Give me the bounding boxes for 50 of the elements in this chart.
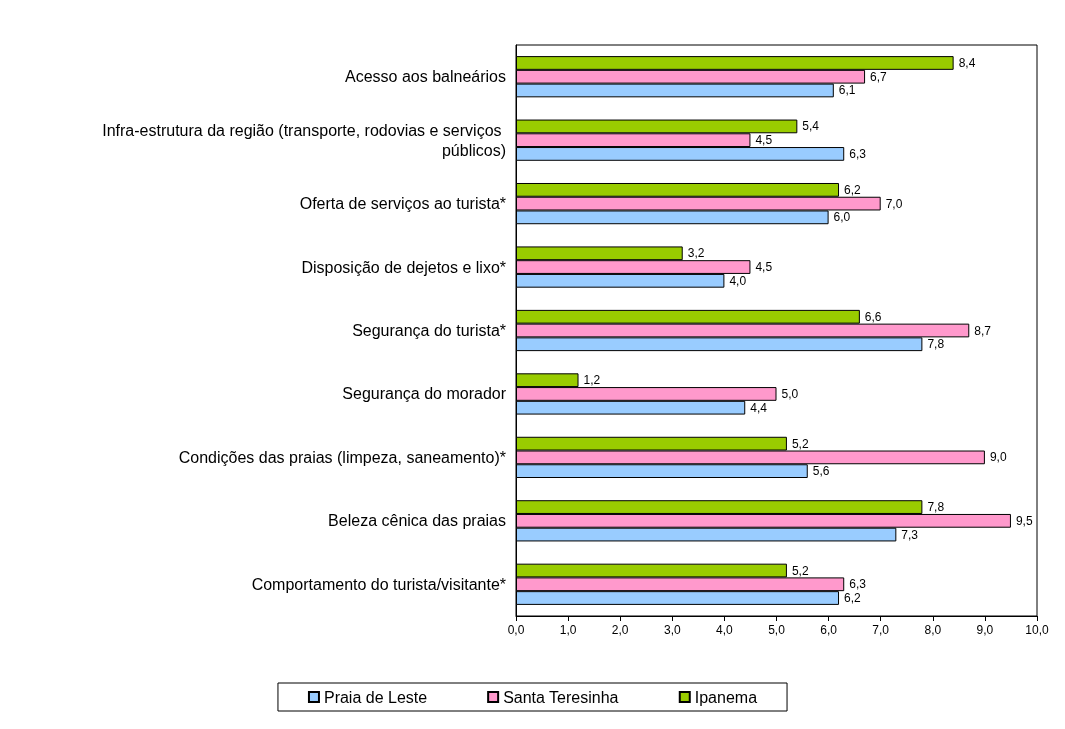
legend-label: Ipanema	[694, 688, 758, 706]
data-label: 6,3	[849, 577, 867, 592]
data-label: 6,2	[844, 182, 862, 197]
x-tick-label: 7,0	[872, 623, 890, 637]
x-tick-label: 9,0	[976, 623, 994, 637]
x-tick-label: 1,0	[559, 623, 577, 637]
data-label: 3,2	[687, 246, 705, 261]
data-label: 7,8	[927, 337, 945, 352]
data-label: 6,1	[838, 83, 856, 98]
legend-label: Santa Teresinha	[503, 688, 619, 706]
data-label: 5,6	[812, 464, 830, 479]
x-tick-label: 2,0	[611, 623, 629, 637]
y-tick-label: Segurança do morador	[342, 385, 507, 403]
data-label: 9,0	[989, 450, 1007, 465]
x-tick-label: 10,0	[1025, 623, 1049, 637]
data-label: 4,5	[755, 133, 773, 148]
data-label: 6,6	[864, 309, 882, 324]
data-label: 4,0	[729, 273, 747, 288]
data-label: 7,3	[901, 527, 919, 542]
data-label: 8,7	[974, 323, 992, 338]
data-label: 1,2	[583, 373, 601, 388]
y-tick-label: Infra-estrutura da região (transporte, rodovias e serviços públicos)	[102, 121, 506, 159]
data-label: 6,3	[849, 146, 867, 161]
x-tick-label: 0,0	[507, 623, 525, 637]
x-tick-label: 3,0	[663, 623, 681, 637]
data-label: 6,0	[833, 210, 851, 225]
legend-label: Praia de Leste	[323, 688, 428, 706]
y-tick-label: Oferta de serviços ao turista*	[299, 195, 506, 213]
data-label: 8,4	[958, 55, 976, 70]
data-label: 5,4	[802, 119, 820, 134]
x-tick-label: 8,0	[924, 623, 942, 637]
x-tick-label: 4,0	[716, 623, 734, 637]
y-tick-label: Segurança do turista*	[352, 322, 506, 339]
y-tick-label: Acesso aos balneários	[345, 68, 506, 86]
data-label: 4,5	[755, 260, 773, 275]
y-tick-label: Comportamento do turista/visitante*	[251, 575, 506, 593]
data-label: 5,2	[791, 563, 809, 578]
data-label: 5,2	[791, 436, 809, 451]
data-label: 5,0	[781, 386, 799, 401]
y-tick-label: Disposição de dejetos e lixo*	[301, 258, 506, 276]
x-tick-label: 6,0	[820, 623, 838, 637]
data-label: 9,5	[1015, 513, 1033, 528]
data-label: 6,7	[870, 69, 888, 84]
x-tick-label: 5,0	[768, 623, 786, 637]
data-label: 7,0	[885, 196, 903, 211]
data-label: 7,8	[927, 500, 945, 515]
y-tick-label: Condições das praias (limpeza, saneamento)*	[178, 448, 506, 466]
data-label: 4,4	[750, 400, 768, 415]
data-label: 6,2	[844, 591, 862, 606]
y-tick-label: Beleza cênica das praias	[328, 512, 506, 530]
